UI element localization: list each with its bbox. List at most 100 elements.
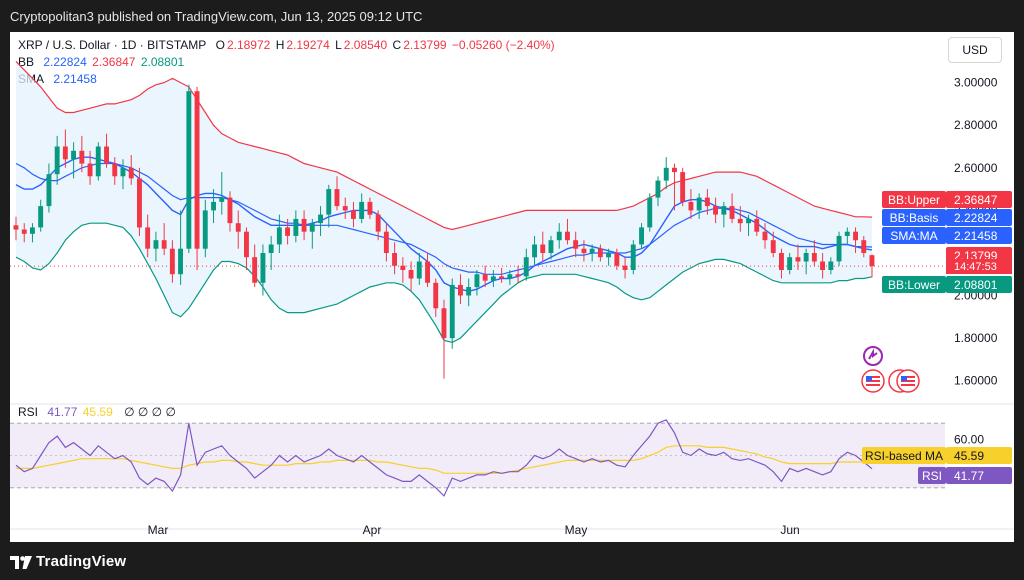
low-label: L — [335, 38, 342, 52]
candle-body — [490, 276, 496, 281]
candle-body — [235, 223, 241, 232]
candle-body — [383, 231, 389, 253]
open-value: 2.18972 — [226, 38, 271, 52]
price-label-value: 2.36847 — [954, 193, 998, 207]
countdown-box — [946, 259, 1012, 274]
candle-body — [260, 253, 266, 283]
candle-body — [161, 240, 167, 249]
price-tick-label: 1.60000 — [954, 374, 998, 388]
rsi-label-name-box — [862, 447, 946, 464]
low-value: 2.08540 — [343, 38, 388, 52]
candle-body — [811, 253, 817, 262]
time-tick-label: May — [565, 523, 588, 537]
bb-legend[interactable]: BB 2.22824 2.36847 2.08801 — [18, 55, 186, 69]
candle-body — [104, 146, 109, 164]
candle-body — [285, 227, 290, 236]
candle-body — [375, 214, 381, 232]
symbol-legend[interactable]: XRP / U.S. Dollar · 1D · BITSTAMP O 2.189… — [18, 38, 557, 52]
candle-body — [507, 274, 513, 279]
candle-body — [145, 227, 151, 249]
price-tick-label: 2.80000 — [954, 118, 998, 132]
countdown-text: 14:47:53 — [954, 261, 997, 273]
candle-body — [244, 231, 249, 258]
rsi-empty-values: ∅ ∅ ∅ ∅ — [124, 405, 176, 419]
candle-body — [556, 231, 562, 241]
candle-body — [433, 282, 439, 309]
candle-body — [540, 244, 546, 253]
price-label-value: 2.21458 — [954, 229, 998, 243]
change-value: −0.05260 (−2.40%) — [451, 38, 555, 52]
rsi-label: RSI — [18, 405, 39, 419]
candle-body — [614, 253, 620, 266]
candle-body — [21, 229, 27, 234]
candle-body — [169, 248, 175, 275]
price-label-value-box — [946, 227, 1012, 244]
candle-body — [334, 189, 340, 207]
tradingview-brand: TradingView — [36, 553, 127, 570]
candle-body — [499, 276, 504, 279]
candle-body — [425, 261, 430, 283]
tradingview-logo-icon — [10, 556, 32, 569]
chart-frame[interactable]: XRP / U.S. Dollar · 1D · BITSTAMP O 2.189… — [10, 32, 1014, 542]
candle-body — [655, 180, 661, 198]
candle-body — [301, 218, 307, 232]
candle-body — [672, 167, 677, 173]
price-tick-label: 1.80000 — [954, 331, 998, 345]
candle-body — [853, 231, 858, 241]
candle-body — [112, 163, 118, 177]
candle-body — [836, 235, 842, 262]
candle-body — [62, 146, 68, 160]
candle-body — [392, 253, 397, 266]
candle-body — [194, 91, 200, 249]
candle-body — [532, 244, 537, 258]
candle-body — [227, 197, 233, 224]
currency-button[interactable]: USD — [948, 37, 1002, 63]
candle-body — [680, 172, 686, 202]
price-label-value-box — [946, 276, 1012, 293]
candle-body — [820, 261, 825, 270]
sparkle-icon[interactable] — [860, 344, 886, 368]
candle-body — [482, 274, 488, 281]
rsi-ma-line — [16, 445, 873, 474]
candle-body — [737, 218, 743, 224]
publish-info: Cryptopolitan3 published on TradingView.… — [10, 9, 423, 24]
candle-body — [704, 197, 710, 207]
candle-body — [408, 270, 414, 279]
candle-body — [581, 248, 587, 253]
high-value: 2.19274 — [286, 38, 330, 52]
bb-basis-line — [15, 162, 873, 275]
candle-body — [441, 308, 447, 339]
publish-header: Cryptopolitan3 published on TradingView.… — [0, 0, 1024, 32]
bb-upper-value: 2.36847 — [92, 55, 136, 69]
close-value: 2.13799 — [403, 38, 447, 52]
candle-body — [622, 265, 628, 270]
time-tick-label: Jun — [780, 523, 799, 537]
candle-body — [186, 91, 192, 249]
price-chart[interactable]: 1.600001.800002.000002.200002.400002.600… — [10, 32, 1014, 542]
rsi-value: 41.77 — [47, 405, 78, 419]
us-flag-event-icon[interactable] — [861, 369, 885, 393]
rsi-label-name: RSI-based MA — [865, 449, 943, 463]
candle-body — [276, 227, 282, 245]
bb-lower-value: 2.08801 — [140, 55, 185, 69]
candle-body — [326, 189, 332, 215]
price-label-name: BB:Lower — [888, 278, 940, 292]
candle-body — [449, 284, 455, 339]
rsi-label-name-box — [918, 467, 946, 484]
candle-body — [466, 287, 472, 296]
candle-body — [754, 218, 760, 232]
price-label-name-box — [882, 191, 946, 208]
candle-body — [128, 167, 134, 179]
bb-label: BB — [18, 55, 35, 69]
us-flag-events-icon[interactable] — [888, 369, 920, 393]
price-tick-label: 2.60000 — [954, 161, 998, 175]
candle-body — [54, 146, 60, 175]
rsi-legend[interactable]: RSI 41.77 45.59 ∅ ∅ ∅ ∅ — [18, 405, 178, 419]
price-label-value-box — [946, 209, 1012, 226]
candle-body — [268, 244, 274, 253]
bb-upper-line — [15, 60, 873, 231]
candle-body — [663, 167, 669, 181]
candle-body — [779, 253, 784, 270]
rsi-label-value: 45.59 — [954, 449, 984, 463]
price-label-name: BB:Basis — [890, 211, 939, 225]
